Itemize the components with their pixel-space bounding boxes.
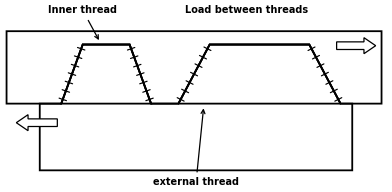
Polygon shape — [7, 31, 381, 104]
Polygon shape — [40, 45, 352, 170]
Polygon shape — [178, 45, 341, 104]
Text: external thread: external thread — [153, 110, 239, 188]
Polygon shape — [61, 45, 151, 104]
Text: Inner thread: Inner thread — [48, 5, 117, 39]
Text: Load between threads: Load between threads — [185, 5, 309, 15]
Polygon shape — [16, 115, 57, 131]
Polygon shape — [337, 38, 376, 54]
